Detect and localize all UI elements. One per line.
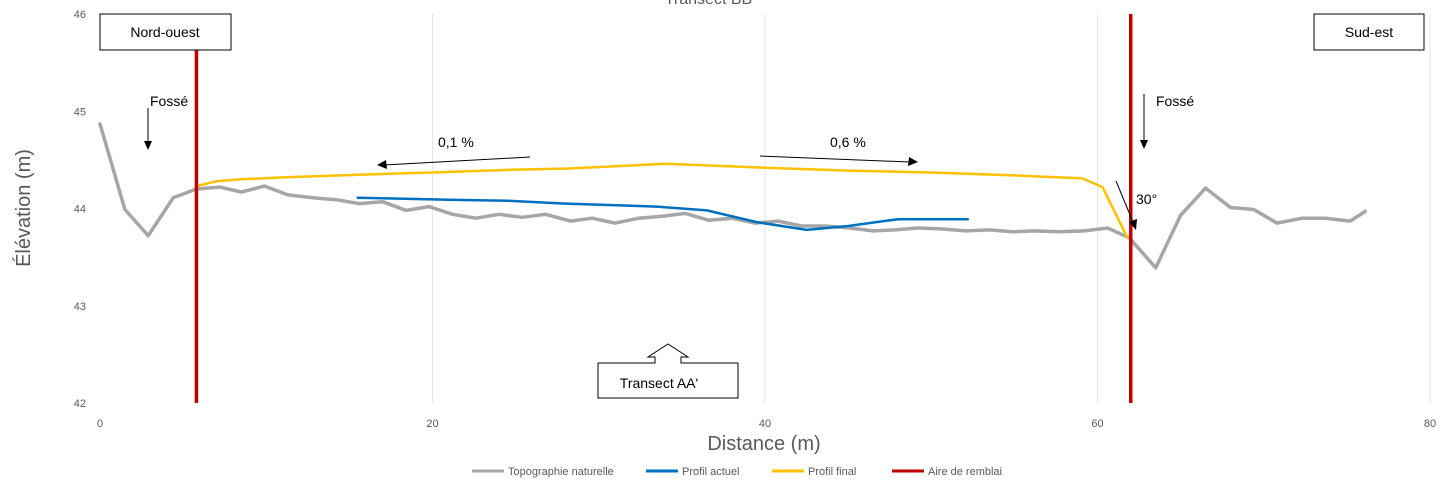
series-line-profil-actuel [356, 196, 970, 232]
x-tick-label: 60 [1091, 418, 1103, 430]
x-tick-label: 80 [1424, 418, 1436, 430]
legend-label: Topographie naturelle [508, 466, 614, 478]
fosse-right-annotation: Fossé [1140, 93, 1194, 149]
angle-label: 30° [1136, 191, 1157, 207]
x-tick-label: 20 [426, 418, 438, 430]
y-axis-title: Élévation (m) [12, 149, 35, 267]
legend-label: Profil actuel [682, 466, 739, 478]
y-tick-label: 45 [74, 106, 86, 118]
sud-est-label: Sud-est [1345, 24, 1393, 40]
legend-label: Aire de remblai [928, 466, 1002, 478]
fosse-right-label: Fossé [1156, 93, 1194, 109]
slope-right-label: 0,6 % [830, 134, 866, 150]
slope-left-label: 0,1 % [438, 134, 474, 150]
legend: Topographie naturelle Profil actuel Profil… [472, 466, 1002, 478]
y-tick-label: 46 [74, 9, 86, 21]
legend-item-aire-de-remblai: Aire de remblai [892, 466, 1002, 478]
series-line-topographie-naturelle [98, 122, 1367, 270]
legend-item-topographie-naturelle: Topographie naturelle [472, 466, 614, 478]
angle-annotation: 30° [1115, 180, 1157, 230]
sud-est-box: Sud-est [1313, 13, 1425, 51]
series-layer [98, 122, 1367, 270]
legend-item-profil-actuel: Profil actuel [646, 466, 739, 478]
transect-aa-label: Transect AA' [620, 375, 698, 391]
legend-item-profil-final: Profil final [772, 466, 856, 478]
tick-labels: 0 20 40 60 80 42 43 44 45 46 [74, 9, 1436, 430]
legend-label: Profil final [808, 466, 856, 478]
x-axis-title: Distance (m) [707, 433, 820, 455]
fosse-left-label: Fossé [150, 93, 188, 109]
series-line-profil-final [195, 162, 1129, 239]
fill-area-lines [194, 14, 1133, 403]
nord-ouest-label: Nord-ouest [130, 24, 199, 40]
x-tick-label: 40 [759, 418, 771, 430]
fosse-left-annotation: Fossé [144, 93, 188, 150]
transect-aa-callout: Transect AA' [597, 343, 739, 399]
y-tick-label: 43 [74, 301, 86, 313]
y-tick-label: 42 [74, 398, 86, 410]
x-tick-label: 0 [97, 418, 103, 430]
y-tick-label: 44 [74, 204, 86, 216]
nord-ouest-box: Nord-ouest [99, 13, 232, 51]
slope-right-annotation: 0,6 % [759, 134, 918, 166]
slope-left-annotation: 0,1 % [377, 134, 531, 169]
chart-title: Transect BB' [665, 0, 756, 8]
